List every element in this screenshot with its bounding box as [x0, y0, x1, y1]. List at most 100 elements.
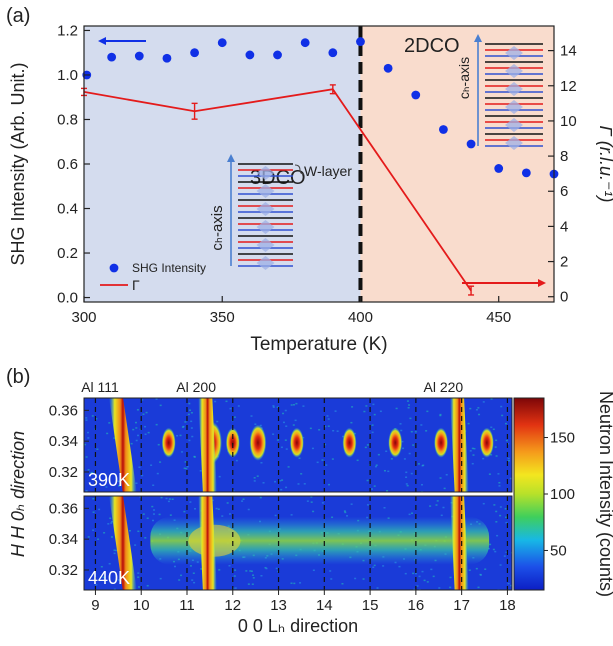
noise-speck	[490, 426, 493, 429]
noise-speck	[186, 465, 189, 468]
noise-speck	[85, 489, 88, 492]
noise-speck	[191, 579, 194, 581]
heatmap-panels: Al 111 Al 200 Al 220 390K 0.36 0.34 0.32 440K 0.…	[49, 379, 513, 591]
ch-axis-label-2dco: cₕ-axis	[456, 57, 472, 99]
noise-speck	[144, 425, 147, 428]
noise-speck	[438, 587, 441, 589]
colorbar-tick-label: 150	[550, 430, 575, 447]
noise-speck	[249, 570, 252, 572]
noise-speck	[385, 450, 388, 453]
noise-speck	[92, 511, 95, 513]
noise-speck	[103, 532, 106, 534]
noise-speck	[498, 481, 501, 484]
noise-speck	[310, 501, 313, 503]
noise-speck	[245, 570, 248, 572]
al-peak-label: Al 111	[81, 379, 119, 395]
noise-speck	[256, 475, 259, 477]
al-powder-line	[198, 398, 217, 492]
noise-speck	[218, 475, 221, 478]
noise-speck	[499, 506, 502, 508]
noise-speck	[160, 496, 163, 499]
noise-speck	[430, 568, 433, 571]
noise-speck	[310, 496, 313, 498]
noise-speck	[272, 406, 275, 408]
noise-speck	[234, 587, 237, 589]
noise-speck	[449, 576, 452, 579]
noise-speck	[292, 424, 295, 426]
noise-speck	[294, 419, 297, 422]
noise-speck	[280, 488, 283, 491]
temperature-label: 440K	[88, 568, 130, 588]
noise-speck	[272, 433, 275, 435]
noise-speck	[189, 565, 192, 567]
noise-speck	[436, 500, 439, 502]
noise-speck	[488, 473, 491, 475]
noise-speck	[297, 483, 300, 485]
ch-axis-label-3dco: cₕ-axis	[209, 205, 226, 250]
noise-speck	[189, 409, 192, 411]
noise-speck	[138, 586, 141, 588]
noise-speck	[321, 502, 324, 504]
shg-point	[300, 38, 310, 48]
noise-speck	[190, 411, 193, 414]
noise-speck	[147, 431, 150, 434]
noise-speck	[96, 448, 99, 450]
noise-speck	[282, 421, 285, 424]
noise-speck	[285, 448, 288, 450]
noise-speck	[194, 508, 197, 510]
noise-speck	[311, 447, 314, 450]
noise-speck	[272, 405, 275, 407]
noise-speck	[414, 431, 417, 433]
noise-speck	[132, 428, 135, 431]
gamma-line	[83, 88, 472, 292]
y-left-tick-label: 0.8	[57, 111, 78, 128]
noise-speck	[152, 484, 155, 487]
noise-speck	[505, 516, 508, 519]
shg-point	[107, 52, 117, 62]
legend-shg-marker	[109, 263, 119, 273]
x-tick-label: 350	[210, 309, 235, 326]
colorbar-tick-label: 50	[550, 542, 567, 559]
noise-speck	[329, 570, 332, 572]
noise-speck	[469, 407, 472, 410]
noise-speck	[343, 510, 346, 512]
noise-speck	[221, 515, 224, 517]
noise-speck	[500, 405, 503, 408]
stack-inset-0	[227, 154, 293, 270]
noise-speck	[371, 431, 374, 434]
noise-speck	[426, 410, 429, 413]
noise-speck	[247, 508, 250, 511]
noise-speck	[90, 472, 93, 474]
noise-speck	[439, 477, 442, 479]
noise-speck	[87, 437, 90, 439]
noise-speck	[85, 419, 88, 421]
noise-speck	[494, 550, 497, 553]
heatmap-x-axis-label: 0 0 Lₕ direction	[238, 616, 358, 636]
noise-speck	[298, 457, 301, 459]
noise-speck	[341, 582, 344, 585]
noise-speck	[408, 452, 411, 455]
noise-speck	[259, 424, 262, 427]
noise-speck	[264, 566, 267, 569]
noise-speck	[371, 424, 374, 426]
noise-speck	[471, 447, 474, 450]
heatmap-x-tick-label: 12	[224, 597, 241, 614]
y-left-tick-label: 0.6	[57, 156, 78, 173]
panel-b-label: (b)	[6, 366, 30, 388]
noise-speck	[390, 458, 393, 460]
noise-speck	[402, 447, 405, 450]
noise-speck	[159, 461, 162, 463]
shg-point	[328, 48, 338, 58]
noise-speck	[111, 520, 114, 523]
noise-speck	[280, 446, 283, 449]
noise-speck	[100, 565, 103, 568]
noise-speck	[118, 485, 121, 487]
noise-speck	[497, 473, 500, 475]
shg-point	[162, 53, 172, 63]
noise-speck	[251, 583, 254, 585]
noise-speck	[379, 410, 382, 413]
noise-speck	[356, 459, 359, 462]
noise-speck	[200, 568, 203, 570]
noise-speck	[507, 582, 510, 585]
noise-speck	[344, 511, 347, 514]
